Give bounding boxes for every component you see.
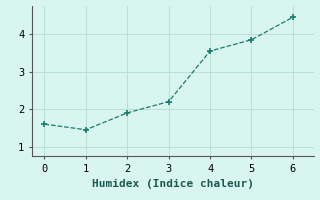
X-axis label: Humidex (Indice chaleur): Humidex (Indice chaleur) xyxy=(92,179,254,189)
